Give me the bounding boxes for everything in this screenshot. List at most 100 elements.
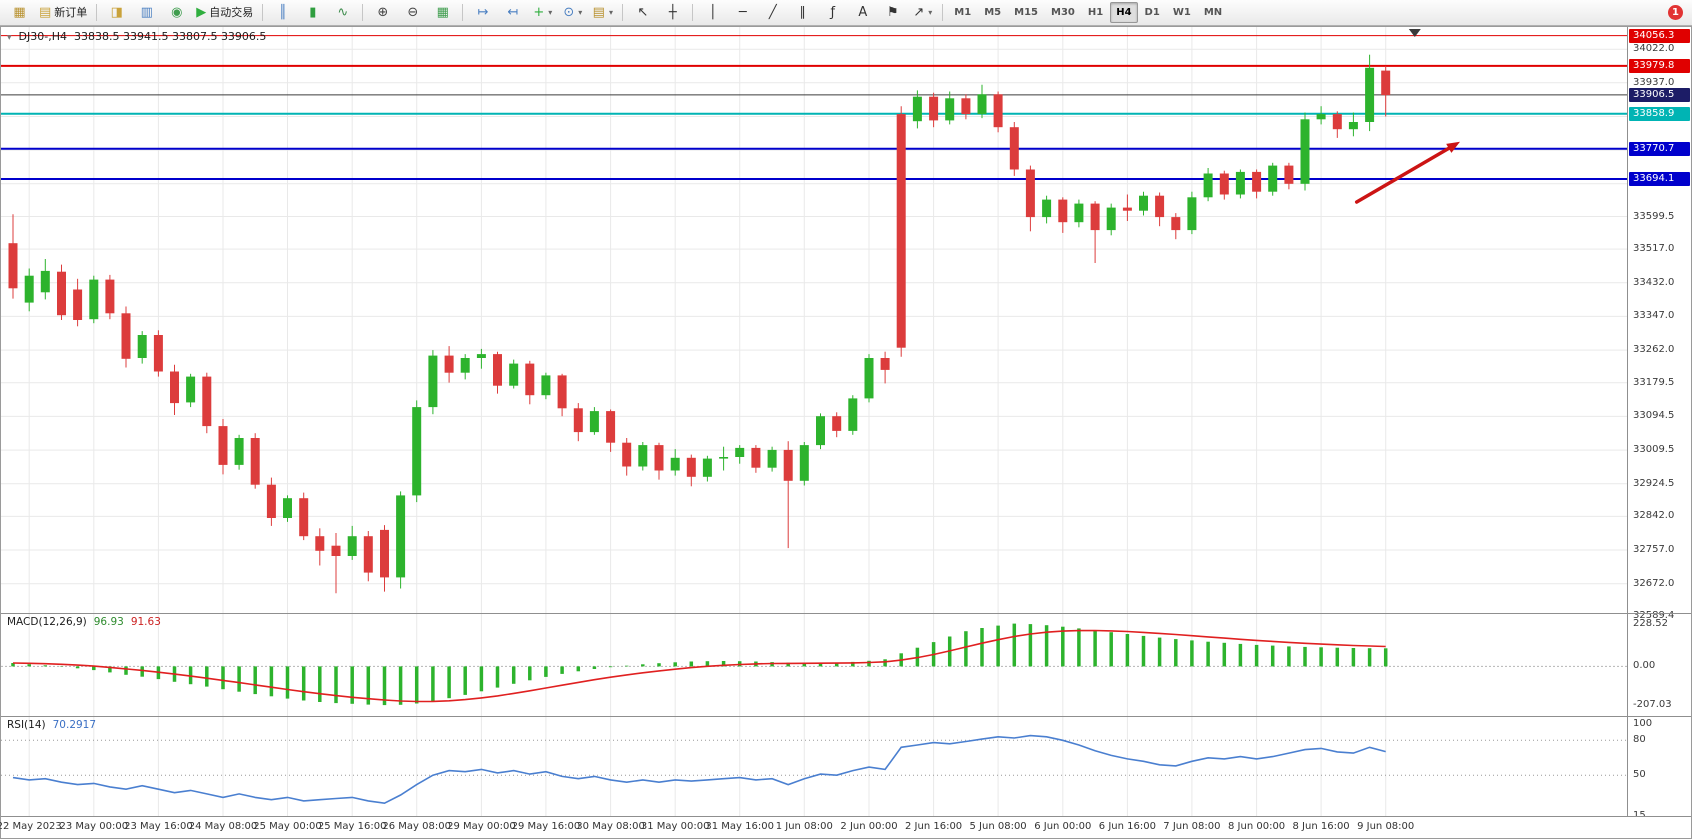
price-tick-label: 33179.5: [1633, 376, 1675, 388]
chart-shift-marker-icon[interactable]: [1408, 29, 1421, 37]
toolbar: ▦ ▤ 新订单 ◨ ▥ ◉ ▶ 自动交易 ║ ▮ ∿ ⊕ ⊖ ▦ ↦ ↤ + ▾ ⊙ ▾ ▤ ▾ ↖ ┼ │ ─ ╱ ∥ ƒ A ⚑ ↗ ▾ M1…: [0, 0, 1692, 26]
flag-icon: ⚑: [886, 5, 899, 20]
time-axis-label: 5 Jun 08:00: [969, 821, 1027, 832]
candles-icon: ▮: [309, 5, 317, 20]
price-tick-label: 33094.5: [1633, 410, 1675, 422]
toolbar-separator: [462, 4, 464, 21]
macd-tick-label: -207.03: [1633, 699, 1672, 711]
timeframe-mn-button[interactable]: MN: [1203, 7, 1223, 18]
chevron-down-icon: ▾: [548, 7, 553, 17]
timeframe-m5-button[interactable]: M5: [984, 7, 1002, 18]
macd-tick-label: 0.00: [1633, 660, 1656, 672]
horizontal-line-button[interactable]: ─: [728, 1, 757, 24]
price-tick-label: 32589.4: [1633, 610, 1675, 622]
time-axis-label: 23 May 00:00: [59, 821, 129, 832]
templates-button[interactable]: ▤ ▾: [588, 1, 617, 24]
chart-window[interactable]: ▾ DJ30-,H4 33838.5 33941.5 33807.5 33906…: [0, 26, 1692, 839]
timeframe-d1-button[interactable]: D1: [1144, 7, 1160, 18]
data-window-button[interactable]: ▥: [132, 1, 161, 24]
time-axis-label: 31 May 16:00: [705, 821, 774, 832]
profiles-button[interactable]: ◨: [102, 1, 131, 24]
trend-arrow-annotation[interactable]: [1354, 141, 1460, 204]
time-axis[interactable]: 22 May 2023 23 May 00:00 23 May 16:00 24 Ma…: [0, 817, 1691, 838]
rsi-tick-label: 80: [1633, 734, 1646, 746]
pane-separator[interactable]: [1, 716, 1691, 717]
chart-symbol-label: DJ30-,H4: [18, 30, 67, 43]
profile-icon: ◨: [110, 5, 123, 20]
label-button[interactable]: ⚑: [878, 1, 907, 24]
channel-button[interactable]: ∥: [788, 1, 817, 24]
text-button[interactable]: A: [848, 1, 877, 24]
plus-icon: +: [533, 5, 545, 20]
time-axis-label: 25 May 16:00: [317, 821, 387, 832]
timeframe-h1-button[interactable]: H1: [1087, 7, 1104, 18]
price-line-badge: 33858.9: [1629, 106, 1690, 121]
auto-scroll-button[interactable]: ↦: [468, 1, 497, 24]
trendline-icon: ╱: [768, 5, 777, 20]
macd-signal-line: [12, 629, 1386, 703]
time-axis-label: 2 Jun 00:00: [840, 821, 898, 832]
rsi-value: 70.2917: [52, 719, 97, 731]
price-tick-label: 33937.0: [1633, 76, 1675, 88]
time-axis-label: 1 Jun 08:00: [775, 821, 833, 832]
chart-shift-icon: ↤: [507, 5, 519, 20]
price-axis[interactable]: 34022.033937.033852.033767.033682.033599…: [1627, 27, 1691, 821]
timeframe-m15-button[interactable]: M15: [1014, 7, 1039, 18]
periods-button[interactable]: ⊙ ▾: [558, 1, 587, 24]
candlestick-plot[interactable]: [1, 27, 1627, 613]
timeframe-m1-button[interactable]: M1: [954, 7, 972, 18]
timeframe-h4-button[interactable]: H4: [1110, 2, 1138, 23]
zoom-out-button[interactable]: ⊖: [398, 1, 427, 24]
chart-shift-button[interactable]: ↤: [498, 1, 527, 24]
cursor-button[interactable]: ↖: [628, 1, 657, 24]
arrows-button[interactable]: ↗ ▾: [908, 1, 937, 24]
time-axis-label: 26 May 08:00: [382, 821, 451, 832]
main-chart-pane[interactable]: ▾ DJ30-,H4 33838.5 33941.5 33807.5 33906…: [1, 27, 1627, 613]
candlestick-button[interactable]: ▮: [298, 1, 327, 24]
chevron-down-icon: ▾: [928, 7, 933, 17]
crosshair-icon: ┼: [668, 5, 677, 20]
time-axis-label: 29 May 00:00: [447, 821, 516, 832]
time-axis-label: 8 Jun 16:00: [1292, 821, 1350, 832]
zoom-out-icon: ⊖: [407, 5, 419, 20]
macd-pane[interactable]: MACD(12,26,9) 96.93 91.63: [1, 614, 1627, 716]
rsi-tick-label: 100: [1633, 718, 1653, 729]
vertical-line-button[interactable]: │: [698, 1, 727, 24]
chart-ohlc-header: ▾ DJ30-,H4 33838.5 33941.5 33807.5 33906…: [7, 30, 266, 43]
auto-scroll-icon: ↦: [477, 5, 489, 20]
new-order-button[interactable]: ▤ 新订单: [35, 1, 91, 24]
indicators-button[interactable]: + ▾: [528, 1, 557, 24]
price-tick-label: 33432.0: [1633, 276, 1675, 288]
time-axis-label: 6 Jun 16:00: [1098, 821, 1156, 832]
price-tick-label: 33599.5: [1633, 210, 1675, 222]
timeframe-w1-button[interactable]: W1: [1172, 7, 1191, 18]
new-chart-button[interactable]: ▦: [5, 1, 34, 24]
vline-icon: │: [708, 5, 717, 20]
zoom-in-icon: ⊕: [377, 5, 389, 20]
crosshair-button[interactable]: ┼: [658, 1, 687, 24]
time-axis-label: 22 May 2023: [0, 821, 62, 832]
zoom-in-button[interactable]: ⊕: [368, 1, 397, 24]
pane-separator: [1, 816, 1691, 817]
tile-windows-button[interactable]: ▦: [428, 1, 457, 24]
notification-badge[interactable]: 1: [1668, 5, 1683, 20]
toolbar-separator: [96, 4, 98, 21]
pane-separator[interactable]: [1, 613, 1691, 614]
candles: [8, 54, 1391, 594]
fibonacci-button[interactable]: ƒ: [818, 1, 847, 24]
trendline-button[interactable]: ╱: [758, 1, 787, 24]
timeframe-m30-button[interactable]: M30: [1051, 7, 1075, 18]
chart-collapse-icon[interactable]: ▾: [7, 33, 12, 43]
time-axis-label: 31 May 00:00: [640, 821, 710, 832]
rsi-pane[interactable]: RSI(14) 70.2917: [1, 717, 1627, 816]
time-axis-label: 25 May 00:00: [253, 821, 322, 832]
time-axis-label: 9 Jun 08:00: [1357, 821, 1415, 832]
macd-signal-value: 91.63: [130, 616, 161, 628]
price-line-badge: 33694.1: [1629, 172, 1690, 186]
line-chart-button[interactable]: ∿: [328, 1, 357, 24]
bar-chart-button[interactable]: ║: [268, 1, 297, 24]
macd-plot: [1, 614, 1627, 716]
new-order-icon: ▤: [39, 5, 52, 20]
auto-trading-button[interactable]: ▶ 自动交易: [192, 1, 257, 24]
strategy-tester-button[interactable]: ◉: [162, 1, 191, 24]
